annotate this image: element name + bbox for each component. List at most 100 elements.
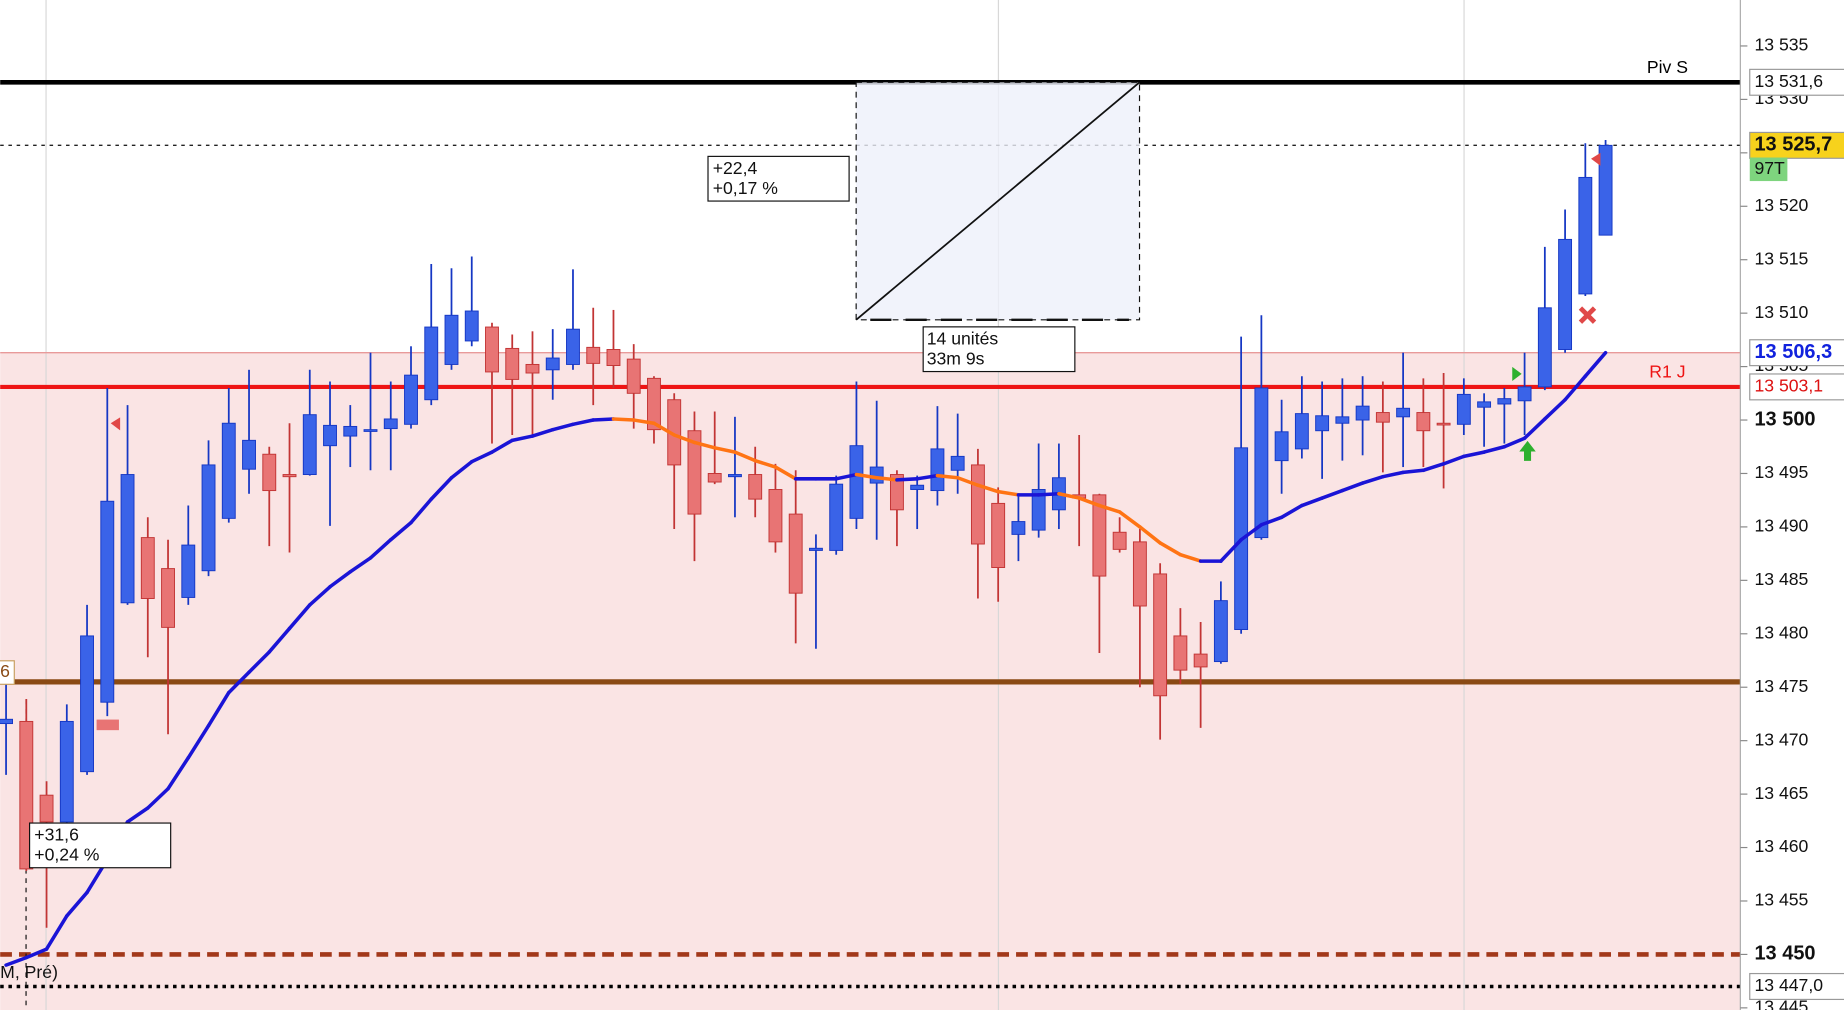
ma-segment (166, 756, 191, 791)
level-name: Piv S (1647, 57, 1688, 77)
marker-cross (1578, 306, 1597, 324)
ma-segment (1117, 510, 1142, 529)
candle-body (970, 464, 985, 545)
candle-body (788, 513, 803, 594)
y-tick-label: 13 510 (1754, 302, 1808, 322)
candle-body (262, 453, 277, 492)
y-tick-label: 13 460 (1754, 836, 1808, 856)
y-tick-label: 13 485 (1754, 569, 1808, 589)
ma-segment (996, 489, 1021, 497)
ma-segment (1077, 496, 1102, 508)
candle-body (140, 537, 155, 599)
ma-segment (672, 433, 697, 445)
ma-segment (328, 570, 353, 589)
level-label-box (1749, 131, 1844, 159)
candle-body (849, 445, 864, 519)
candle-body (1274, 431, 1289, 462)
candle-body (748, 474, 763, 500)
candle-body (728, 474, 742, 478)
candle-body (39, 794, 54, 823)
level-label-box (1749, 339, 1844, 367)
candle-body (1436, 422, 1451, 426)
y-tick-label: 13 535 (1754, 35, 1808, 55)
volume-tag: 97T (1754, 158, 1785, 178)
candle-body (991, 502, 1006, 568)
ma-segment (611, 417, 636, 422)
candle-body (707, 473, 722, 483)
ma-segment (1421, 462, 1446, 473)
ma-segment (267, 626, 292, 654)
annotation-box (28, 822, 172, 869)
ma-segment (712, 446, 737, 454)
ma-segment (854, 472, 879, 480)
marker-arrow (110, 417, 121, 431)
ma-segment (1543, 397, 1567, 421)
candle-body (889, 474, 904, 511)
candle-body (100, 500, 115, 703)
candle-body (869, 466, 884, 484)
candles-layer (0, 140, 1613, 928)
ma-segment (1360, 474, 1385, 485)
ma-segment (146, 786, 170, 810)
ma-segment (530, 427, 555, 438)
candle-body (910, 484, 925, 490)
ma-segment (652, 421, 676, 437)
level-label: 13 503,1 (1754, 376, 1823, 396)
candle-body (242, 439, 256, 470)
ma-segment (490, 438, 515, 454)
level-label: 13 531,6 (1754, 71, 1823, 91)
ma-segment (935, 473, 960, 480)
candle-body (323, 424, 337, 447)
candle-body (1193, 653, 1208, 668)
ma-segment (125, 806, 150, 824)
marker-arrow (1591, 152, 1601, 166)
candle-body (1355, 405, 1370, 421)
ma-segment (469, 450, 494, 464)
candle-body (1294, 413, 1309, 450)
ma-segment (1381, 470, 1405, 479)
ma-segment (1259, 515, 1284, 527)
annotation-text: 14 unités (927, 328, 999, 348)
candle-body (1132, 541, 1147, 607)
candle-body (1598, 144, 1613, 236)
candle-body (768, 489, 783, 543)
candle-body (383, 418, 398, 430)
candle-body (1517, 386, 1532, 402)
ma-segment (206, 690, 231, 728)
ma-segment (1158, 541, 1183, 557)
candle-body (1375, 412, 1390, 423)
ma-segment (1441, 454, 1466, 466)
candle-body (1497, 398, 1512, 405)
ma-segment (1482, 444, 1507, 454)
annotation-text: 33m 9s (927, 348, 985, 368)
candle-body (0, 718, 13, 725)
ma-segment (1583, 350, 1608, 378)
candle-body (647, 377, 661, 431)
ma-segment (348, 556, 373, 574)
ma-segment (1340, 481, 1365, 493)
ma-segment (976, 483, 1000, 494)
y-tick-label: 13 490 (1754, 516, 1808, 536)
candle-body (363, 429, 378, 432)
annotation-text: +31,6 (34, 825, 79, 845)
y-tick-label: 13 500 (1754, 408, 1815, 430)
ma-segment (631, 418, 656, 426)
candle-body (464, 310, 479, 342)
ma-segment (955, 475, 980, 487)
candle-body (505, 347, 520, 380)
marker-arrow (1512, 366, 1522, 381)
ma-segment (1057, 492, 1081, 500)
ma-segment (571, 418, 595, 427)
ma-segment (773, 465, 798, 481)
level-name: R1 J (1649, 361, 1685, 381)
candle-body (1416, 412, 1431, 432)
candle-body (1153, 573, 1168, 697)
level-label: 13 447,0 (1754, 975, 1823, 995)
ma-segment (44, 914, 69, 951)
candle-body (201, 464, 216, 572)
ma-segment (895, 477, 919, 482)
marker-up-arrow (1519, 440, 1536, 461)
candle-body (525, 363, 540, 374)
measure-diagonal (855, 81, 1141, 321)
ma-segment (1522, 417, 1547, 440)
